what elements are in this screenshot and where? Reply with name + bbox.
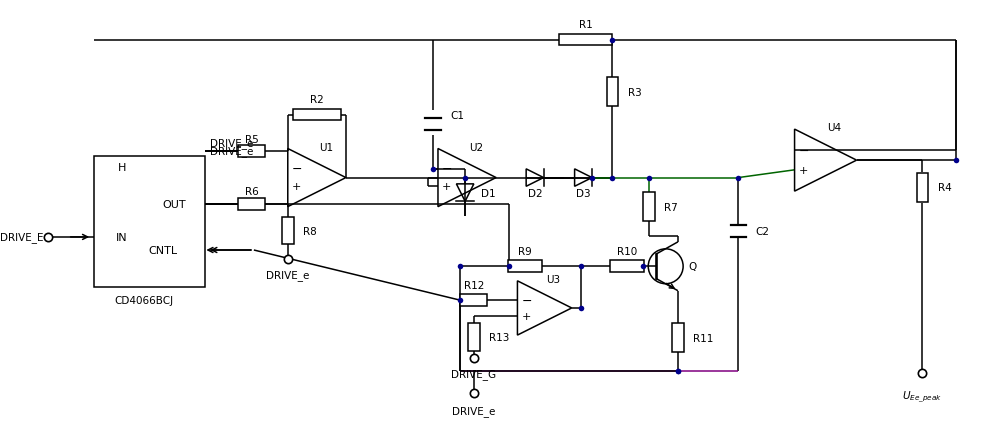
Text: +: +: [521, 311, 531, 321]
Text: U4: U4: [828, 123, 842, 133]
Text: +: +: [442, 182, 451, 192]
Text: IN: IN: [116, 232, 128, 242]
Text: U1: U1: [319, 142, 333, 152]
Bar: [293, 109, 341, 121]
Text: +: +: [292, 182, 301, 192]
Bar: [460, 295, 487, 306]
Text: −: −: [442, 163, 452, 176]
Bar: [282, 218, 294, 245]
Bar: [559, 35, 612, 46]
Text: R13: R13: [489, 332, 510, 342]
Text: −: −: [292, 163, 302, 176]
Text: R12: R12: [464, 280, 484, 290]
Text: R2: R2: [310, 95, 324, 105]
Text: R5: R5: [245, 135, 259, 145]
Text: H: H: [118, 163, 126, 173]
Text: R6: R6: [245, 186, 259, 196]
Text: Q: Q: [688, 262, 696, 272]
Text: +: +: [798, 165, 808, 176]
Text: D3: D3: [576, 189, 591, 199]
Text: D2: D2: [528, 189, 542, 199]
Bar: [610, 261, 644, 273]
Text: DRIVE_G: DRIVE_G: [451, 368, 496, 380]
Bar: [238, 199, 265, 210]
Text: OUT: OUT: [162, 200, 186, 210]
Bar: [508, 261, 542, 273]
Text: R1: R1: [579, 20, 593, 30]
Text: R8: R8: [303, 226, 317, 236]
Text: DRIVE_e: DRIVE_e: [266, 270, 309, 281]
Bar: [468, 324, 480, 351]
Text: DRIVE_E: DRIVE_E: [0, 232, 44, 243]
Text: C2: C2: [756, 226, 770, 236]
Text: C1: C1: [451, 110, 465, 120]
Bar: [672, 323, 684, 352]
Text: DRIVE_e: DRIVE_e: [452, 405, 496, 416]
Bar: [238, 146, 265, 157]
Text: R11: R11: [693, 333, 714, 343]
Text: R9: R9: [518, 246, 532, 256]
Text: R4: R4: [938, 183, 952, 193]
Bar: [94, 156, 205, 287]
Text: R3: R3: [628, 87, 642, 98]
Text: −: −: [521, 294, 532, 307]
Text: CNTL: CNTL: [149, 245, 178, 256]
Bar: [643, 193, 655, 222]
Text: −: −: [798, 144, 809, 158]
Text: CD4066BCJ: CD4066BCJ: [115, 296, 174, 305]
Text: U2: U2: [469, 142, 483, 152]
Text: DRIVE_e: DRIVE_e: [210, 138, 254, 149]
Text: $U_{Ee\_peak}$: $U_{Ee\_peak}$: [902, 389, 943, 403]
Text: DRIVE_e: DRIVE_e: [210, 146, 254, 157]
Text: R7: R7: [664, 202, 678, 212]
Bar: [917, 173, 928, 202]
Text: R10: R10: [617, 246, 637, 256]
Bar: [607, 78, 618, 107]
Text: D1: D1: [481, 188, 495, 198]
Text: U3: U3: [547, 274, 561, 284]
